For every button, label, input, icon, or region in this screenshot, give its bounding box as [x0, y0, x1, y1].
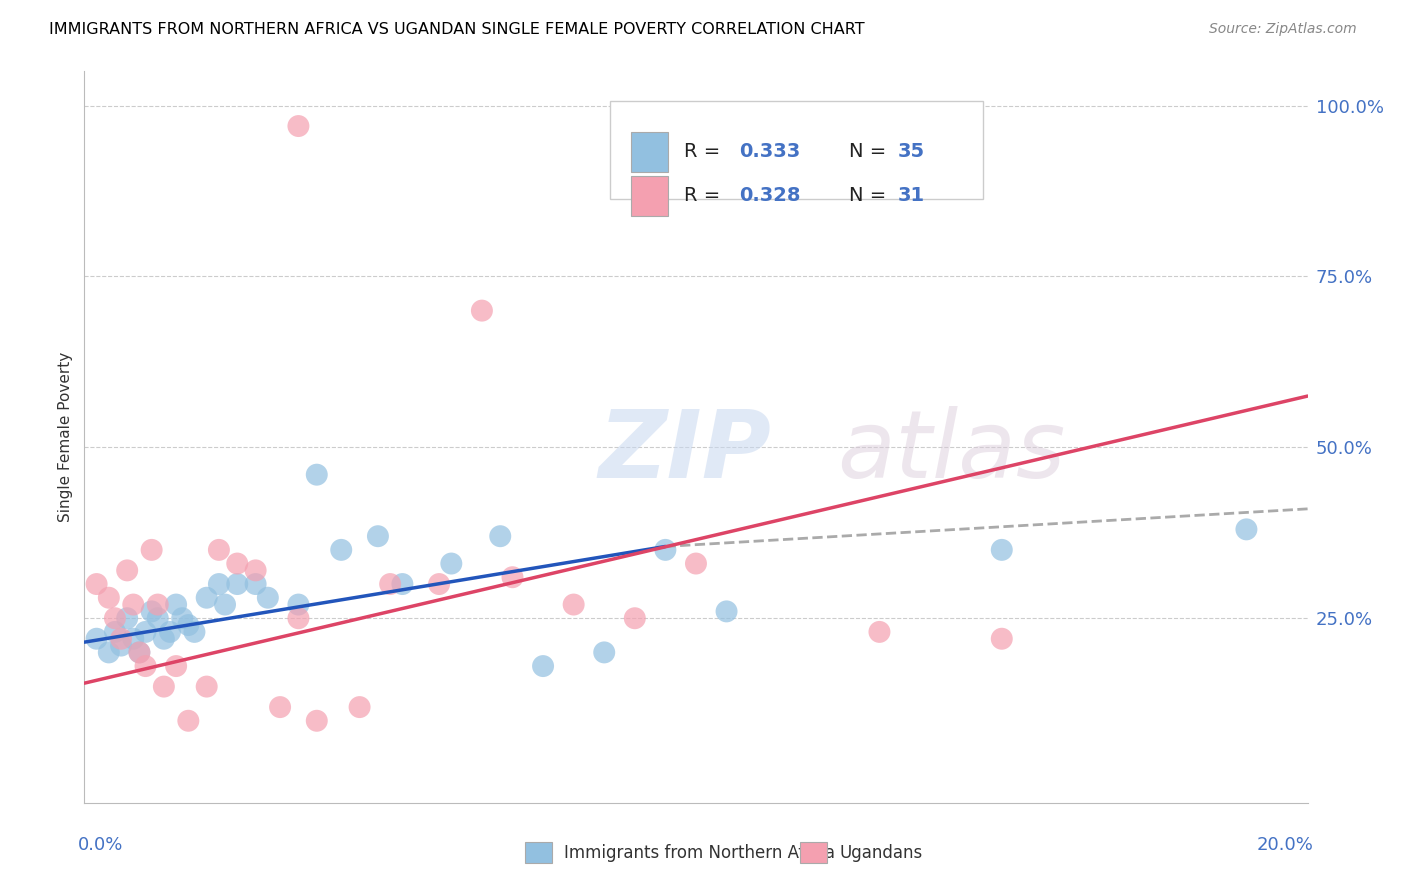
Point	[287, 598, 309, 612]
Point	[195, 591, 218, 605]
Point	[716, 604, 738, 618]
Y-axis label: Single Female Poverty: Single Female Poverty	[58, 352, 73, 522]
Text: N =: N =	[849, 186, 893, 205]
Text: 20.0%: 20.0%	[1257, 836, 1313, 854]
Text: atlas: atlas	[837, 406, 1064, 497]
Point	[183, 624, 205, 639]
Point	[226, 557, 249, 571]
Point	[97, 645, 120, 659]
Point	[110, 639, 132, 653]
Point	[146, 611, 169, 625]
Bar	[524, 842, 551, 863]
Point	[349, 700, 371, 714]
Point	[122, 598, 145, 612]
Point	[159, 624, 181, 639]
Point	[502, 570, 524, 584]
Point	[141, 604, 163, 618]
FancyBboxPatch shape	[610, 101, 983, 200]
Point	[245, 563, 267, 577]
Point	[122, 632, 145, 646]
Point	[471, 303, 494, 318]
Point	[305, 714, 328, 728]
Point	[177, 714, 200, 728]
Point	[269, 700, 291, 714]
Point	[427, 577, 450, 591]
Text: R =: R =	[683, 186, 727, 205]
Text: 0.0%: 0.0%	[79, 836, 124, 854]
Text: 0.328: 0.328	[738, 186, 800, 205]
Point	[208, 542, 231, 557]
Point	[440, 557, 463, 571]
Point	[153, 680, 176, 694]
Point	[214, 598, 236, 612]
Point	[991, 542, 1014, 557]
Point	[380, 577, 402, 591]
Point	[110, 632, 132, 646]
Point	[654, 542, 676, 557]
Point	[257, 591, 280, 605]
Point	[1236, 522, 1258, 536]
Bar	[631, 176, 668, 216]
Point	[489, 529, 512, 543]
Text: N =: N =	[849, 143, 893, 161]
Text: 0.333: 0.333	[738, 143, 800, 161]
Text: 35: 35	[898, 143, 925, 161]
Point	[141, 542, 163, 557]
Point	[128, 645, 150, 659]
Text: Source: ZipAtlas.com: Source: ZipAtlas.com	[1209, 22, 1357, 37]
Bar	[631, 132, 668, 172]
Point	[104, 611, 127, 625]
Point	[685, 557, 707, 571]
Point	[226, 577, 249, 591]
Point	[135, 659, 157, 673]
Point	[287, 611, 309, 625]
Point	[593, 645, 616, 659]
Point	[128, 645, 150, 659]
Point	[104, 624, 127, 639]
Point	[330, 542, 353, 557]
Point	[287, 119, 309, 133]
Point	[135, 624, 157, 639]
Point	[367, 529, 389, 543]
Point	[115, 611, 138, 625]
Point	[177, 618, 200, 632]
Text: Ugandans: Ugandans	[839, 844, 922, 862]
Point	[86, 632, 108, 646]
Point	[391, 577, 413, 591]
Point	[624, 611, 647, 625]
Text: 31: 31	[898, 186, 925, 205]
Point	[991, 632, 1014, 646]
Text: ZIP: ZIP	[598, 406, 770, 498]
Text: Immigrants from Northern Africa: Immigrants from Northern Africa	[564, 844, 835, 862]
Point	[562, 598, 585, 612]
Point	[195, 680, 218, 694]
Point	[531, 659, 554, 673]
Text: IMMIGRANTS FROM NORTHERN AFRICA VS UGANDAN SINGLE FEMALE POVERTY CORRELATION CHA: IMMIGRANTS FROM NORTHERN AFRICA VS UGAND…	[49, 22, 865, 37]
Bar	[800, 842, 827, 863]
Point	[165, 659, 187, 673]
Point	[245, 577, 267, 591]
Point	[165, 598, 187, 612]
Point	[97, 591, 120, 605]
Point	[86, 577, 108, 591]
Point	[305, 467, 328, 482]
Point	[153, 632, 176, 646]
Point	[172, 611, 194, 625]
Text: R =: R =	[683, 143, 727, 161]
Point	[146, 598, 169, 612]
Point	[208, 577, 231, 591]
Point	[115, 563, 138, 577]
Point	[869, 624, 891, 639]
